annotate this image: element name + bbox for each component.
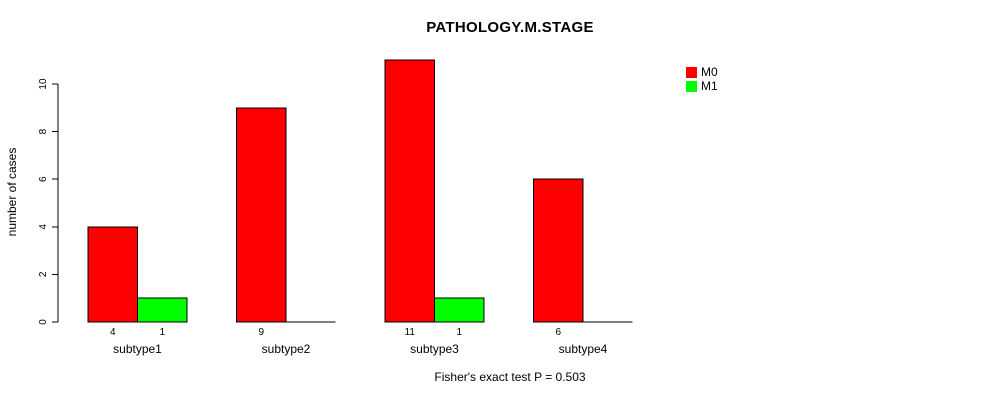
category-label: subtype4 (559, 342, 608, 356)
y-axis-title: number of cases (5, 147, 19, 237)
y-tick-label: 6 (38, 176, 49, 182)
category-label: subtype1 (113, 342, 162, 356)
bar-value-label: 11 (405, 327, 416, 338)
bar-m1-subtype3 (434, 297, 485, 323)
y-tick-label: 4 (38, 224, 49, 230)
bar-value-label: 9 (258, 327, 264, 338)
y-tick-label: 8 (38, 128, 49, 134)
legend-swatch-m1 (686, 80, 697, 92)
bar-m0-subtype4 (533, 178, 584, 323)
legend: M0 M1 (686, 66, 718, 92)
stat-test-annotation: Fisher's exact test P = 0.503 (434, 370, 586, 384)
bar-value-label: 6 (555, 327, 561, 338)
y-tick-label: 10 (38, 78, 49, 90)
bar-m0-subtype2 (236, 107, 287, 323)
bar-value-label: 1 (159, 327, 165, 338)
bar-m1-subtype1 (137, 297, 188, 323)
bar-m0-subtype1 (87, 226, 138, 323)
bar-value-label: 1 (456, 327, 462, 338)
legend-label-m1: M1 (701, 79, 718, 93)
chart-title: PATHOLOGY.M.STAGE (426, 19, 594, 36)
legend-item-m1: M1 (686, 80, 718, 92)
y-tick-label: 2 (38, 271, 49, 277)
category-label: subtype2 (262, 342, 311, 356)
legend-label-m0: M0 (701, 65, 718, 79)
legend-swatch-m0 (686, 66, 697, 78)
legend-item-m0: M0 (686, 66, 718, 78)
y-tick-label: 0 (38, 319, 49, 325)
bar-value-label: 4 (110, 327, 116, 338)
bar-m0-subtype3 (384, 59, 435, 323)
category-label: subtype3 (410, 342, 459, 356)
